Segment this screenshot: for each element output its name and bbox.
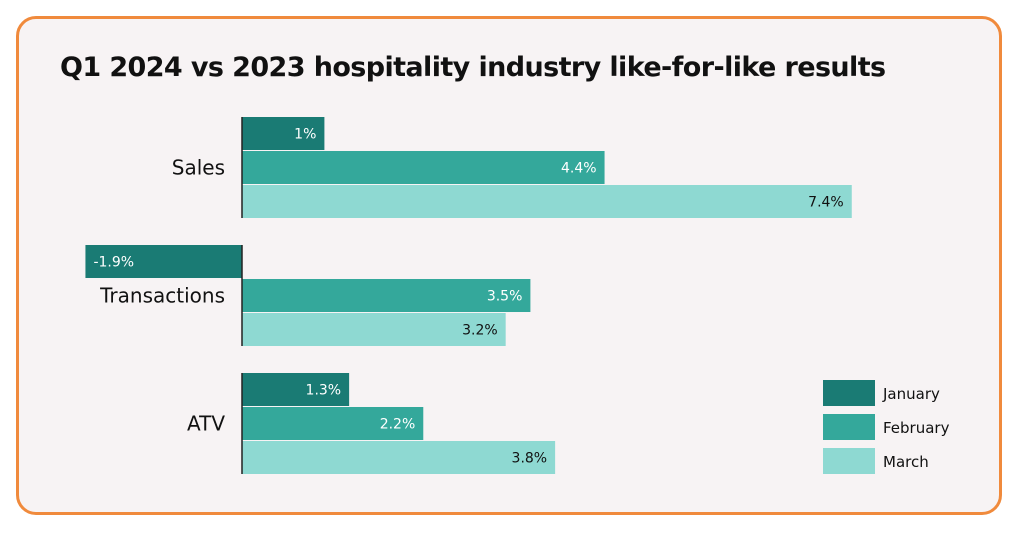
legend-label-march: March (883, 453, 929, 471)
bar-transactions-march (242, 313, 506, 346)
legend-swatch-january (823, 380, 875, 406)
bar-atv-january (242, 373, 350, 406)
bar-label-sales-january: 1% (294, 127, 316, 143)
category-label-atv: ATV (187, 412, 225, 436)
category-label-sales: Sales (172, 156, 225, 180)
chart-title: Q1 2024 vs 2023 hospitality industry lik… (60, 52, 886, 83)
bar-label-transactions-january: -1.9% (93, 255, 134, 271)
legend-label-february: February (883, 419, 950, 437)
bar-label-atv-february: 2.2% (380, 417, 416, 433)
bar-sales-march (242, 185, 852, 218)
bar-sales-february (242, 151, 605, 184)
bar-label-sales-february: 4.4% (561, 161, 597, 177)
legend-swatch-february (823, 414, 875, 440)
bar-sales-january (242, 117, 325, 150)
bar-atv-february (242, 407, 424, 440)
category-labels: Sales Transactions ATV (99, 156, 225, 436)
bar-atv-march (242, 441, 556, 474)
bar-label-transactions-march: 3.2% (462, 323, 498, 339)
bar-label-sales-march: 7.4% (808, 195, 844, 211)
bars-group: 1% 4.4% 7.4% -1.9% 3.5% 3.2% 1.3% 2.2% 3.8% (85, 117, 852, 474)
category-label-transactions: Transactions (99, 284, 225, 308)
bar-transactions-february (242, 279, 531, 312)
legend: January February March (823, 380, 950, 474)
legend-label-january: January (882, 385, 940, 403)
bar-label-atv-march: 3.8% (512, 451, 548, 467)
bar-label-transactions-february: 3.5% (487, 289, 523, 305)
legend-swatch-march (823, 448, 875, 474)
bar-label-atv-january: 1.3% (306, 383, 342, 399)
bar-transactions-january (85, 245, 242, 278)
